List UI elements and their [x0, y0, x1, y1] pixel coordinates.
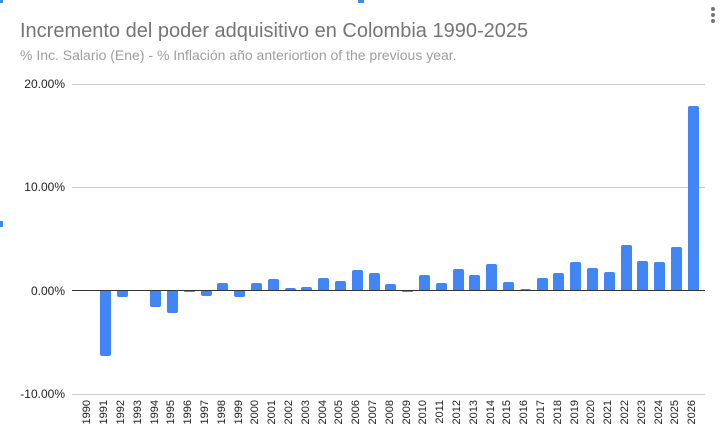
x-tick-label: 2020 — [585, 400, 598, 425]
bar-2019[interactable] — [570, 262, 582, 291]
zero-baseline — [72, 290, 705, 291]
bar-2021[interactable] — [603, 271, 615, 291]
bar-1998[interactable] — [217, 282, 229, 291]
bar-2025[interactable] — [670, 247, 682, 291]
y-tick-20: 20.00% — [24, 77, 65, 91]
x-tick-label: 1999 — [232, 400, 245, 425]
x-tick-label: 2005 — [333, 400, 346, 425]
x-tick-label: 2006 — [350, 400, 363, 425]
selection-handle-top[interactable] — [358, 0, 364, 3]
selection-handle-top-left[interactable] — [0, 0, 3, 3]
gridline-10 — [72, 187, 705, 188]
x-tick-label: 2013 — [467, 400, 480, 425]
chart-subtitle: % Inc. Salario (Ene) - % Inflación año a… — [20, 47, 457, 63]
x-tick-label: 2011 — [434, 400, 447, 424]
x-tick-label: 1992 — [115, 400, 127, 425]
x-tick-label: 1994 — [148, 400, 161, 425]
bar-2017[interactable] — [536, 278, 548, 291]
bar-2023[interactable] — [637, 260, 649, 291]
y-tick-0: 0.00% — [30, 284, 65, 298]
x-tick-label: 1997 — [199, 400, 211, 425]
bar-2015[interactable] — [502, 281, 514, 291]
y-tick-minus-10: -10.00% — [20, 387, 65, 401]
bar-2008[interactable] — [385, 283, 397, 291]
bar-1992[interactable] — [116, 291, 128, 298]
bar-2000[interactable] — [250, 282, 262, 291]
bar-1999[interactable] — [234, 291, 246, 298]
x-tick-label: 2023 — [635, 400, 648, 425]
x-tick-label: 2002 — [283, 400, 295, 425]
x-tick-label: 2024 — [652, 400, 665, 425]
x-tick-label: 2003 — [299, 400, 312, 425]
bar-2013[interactable] — [469, 274, 481, 291]
x-tick-label: 2016 — [518, 400, 531, 425]
bar-2014[interactable] — [486, 264, 498, 291]
more-vert-icon[interactable] — [708, 5, 718, 25]
bar-2016[interactable] — [519, 288, 531, 291]
x-tick-label: 2018 — [551, 400, 564, 425]
x-tick-label: 1998 — [215, 400, 228, 425]
x-tick-label: 2017 — [535, 400, 547, 425]
x-tick-label: 1991 — [98, 400, 111, 425]
bar-2001[interactable] — [267, 279, 279, 291]
bar-2010[interactable] — [418, 274, 430, 291]
bar-1997[interactable] — [200, 291, 212, 297]
x-tick-label: 1996 — [182, 400, 195, 425]
bar-2006[interactable] — [351, 270, 363, 291]
gridline-20 — [72, 84, 705, 85]
bar-2024[interactable] — [654, 262, 666, 291]
x-tick-label: 2014 — [484, 400, 497, 425]
bar-2011[interactable] — [435, 282, 447, 291]
bar-1991[interactable] — [99, 291, 111, 356]
x-tick-label: 1990 — [81, 400, 94, 425]
bar-2002[interactable] — [284, 287, 296, 291]
bar-2026[interactable] — [687, 105, 699, 291]
bar-2003[interactable] — [301, 286, 313, 291]
y-tick-10: 10.00% — [24, 180, 65, 194]
chart-title: Incremento del poder adquisitivo en Colo… — [20, 20, 529, 42]
x-tick-label: 1993 — [131, 400, 144, 425]
bar-1994[interactable] — [150, 291, 162, 307]
x-tick-label: 1995 — [165, 400, 178, 425]
bar-1995[interactable] — [166, 291, 178, 313]
x-tick-label: 2001 — [266, 400, 279, 425]
x-tick-label: 2009 — [400, 400, 413, 425]
x-tick-label: 2021 — [602, 400, 615, 425]
bar-2007[interactable] — [368, 272, 380, 291]
x-tick-label: 2010 — [417, 400, 430, 425]
x-tick-label: 2000 — [249, 400, 262, 425]
bar-2009[interactable] — [402, 291, 414, 292]
gridline-minus-10 — [72, 394, 705, 395]
bar-2004[interactable] — [318, 278, 330, 291]
x-tick-label: 2026 — [686, 400, 699, 425]
x-tick-label: 2012 — [451, 400, 463, 425]
bar-2020[interactable] — [586, 268, 598, 291]
x-tick-label: 2019 — [568, 400, 581, 425]
x-tick-label: 2022 — [619, 400, 631, 425]
x-tick-label: 2008 — [383, 400, 396, 425]
x-tick-label: 2004 — [316, 400, 329, 425]
bar-1996[interactable] — [183, 291, 195, 292]
bar-2005[interactable] — [334, 281, 346, 291]
bar-2018[interactable] — [553, 272, 565, 291]
x-tick-label: 2015 — [501, 400, 514, 425]
bar-2022[interactable] — [620, 244, 632, 291]
x-tick-label: 2007 — [367, 400, 379, 425]
bar-2012[interactable] — [452, 269, 464, 291]
selection-handle-left[interactable] — [0, 221, 3, 227]
x-tick-label: 2025 — [669, 400, 682, 425]
